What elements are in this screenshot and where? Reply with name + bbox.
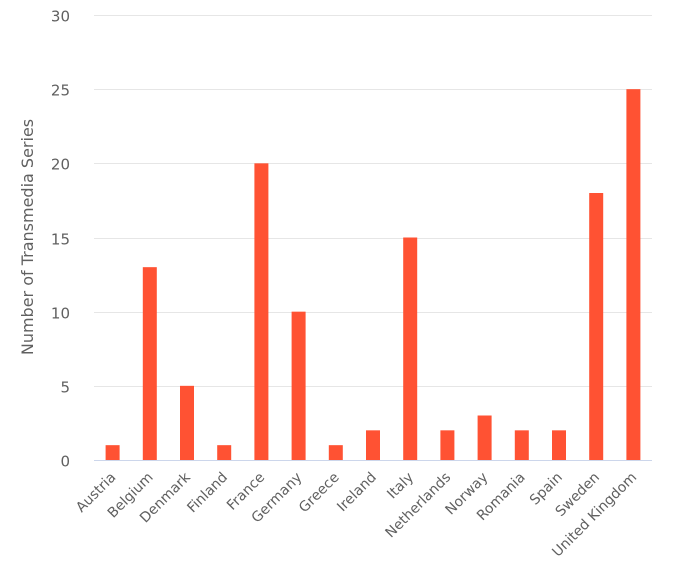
gridlines [94,15,652,387]
y-tick-label: 10 [51,305,70,323]
x-tick-label: Greece [296,470,343,517]
y-axis-label: Number of Transmedia Series [18,119,37,355]
y-tick-label: 0 [60,453,70,471]
bar-belgium [142,267,157,460]
bar-germany [291,311,306,460]
bars [105,89,641,461]
bar-united-kingdom [626,89,641,461]
x-tick-label: Ireland [334,470,380,516]
bar-france [254,163,269,461]
bar-ireland [366,430,380,460]
y-tick-label: 20 [51,156,70,174]
bar-greece [328,445,343,460]
y-tick-label: 15 [51,231,70,249]
y-tick-label: 5 [60,379,70,397]
y-axis-ticks: 0 5 10 15 20 25 30 [51,8,70,471]
y-tick-label: 30 [51,8,70,26]
x-tick-label: Italy [384,470,417,503]
bar-austria [105,445,120,460]
bar-finland [217,445,232,460]
bar-netherlands [440,430,455,460]
bar-sweden [589,193,604,460]
bar-spain [552,430,566,460]
y-tick-label: 25 [51,82,70,100]
bar-italy [403,237,418,460]
bar-norway [477,415,492,460]
x-axis-ticks: AustriaBelgiumDenmarkFinlandFranceGerman… [73,469,640,560]
bar-romania [514,430,529,460]
x-tick-label: Finland [184,470,231,517]
bar-denmark [180,385,194,460]
